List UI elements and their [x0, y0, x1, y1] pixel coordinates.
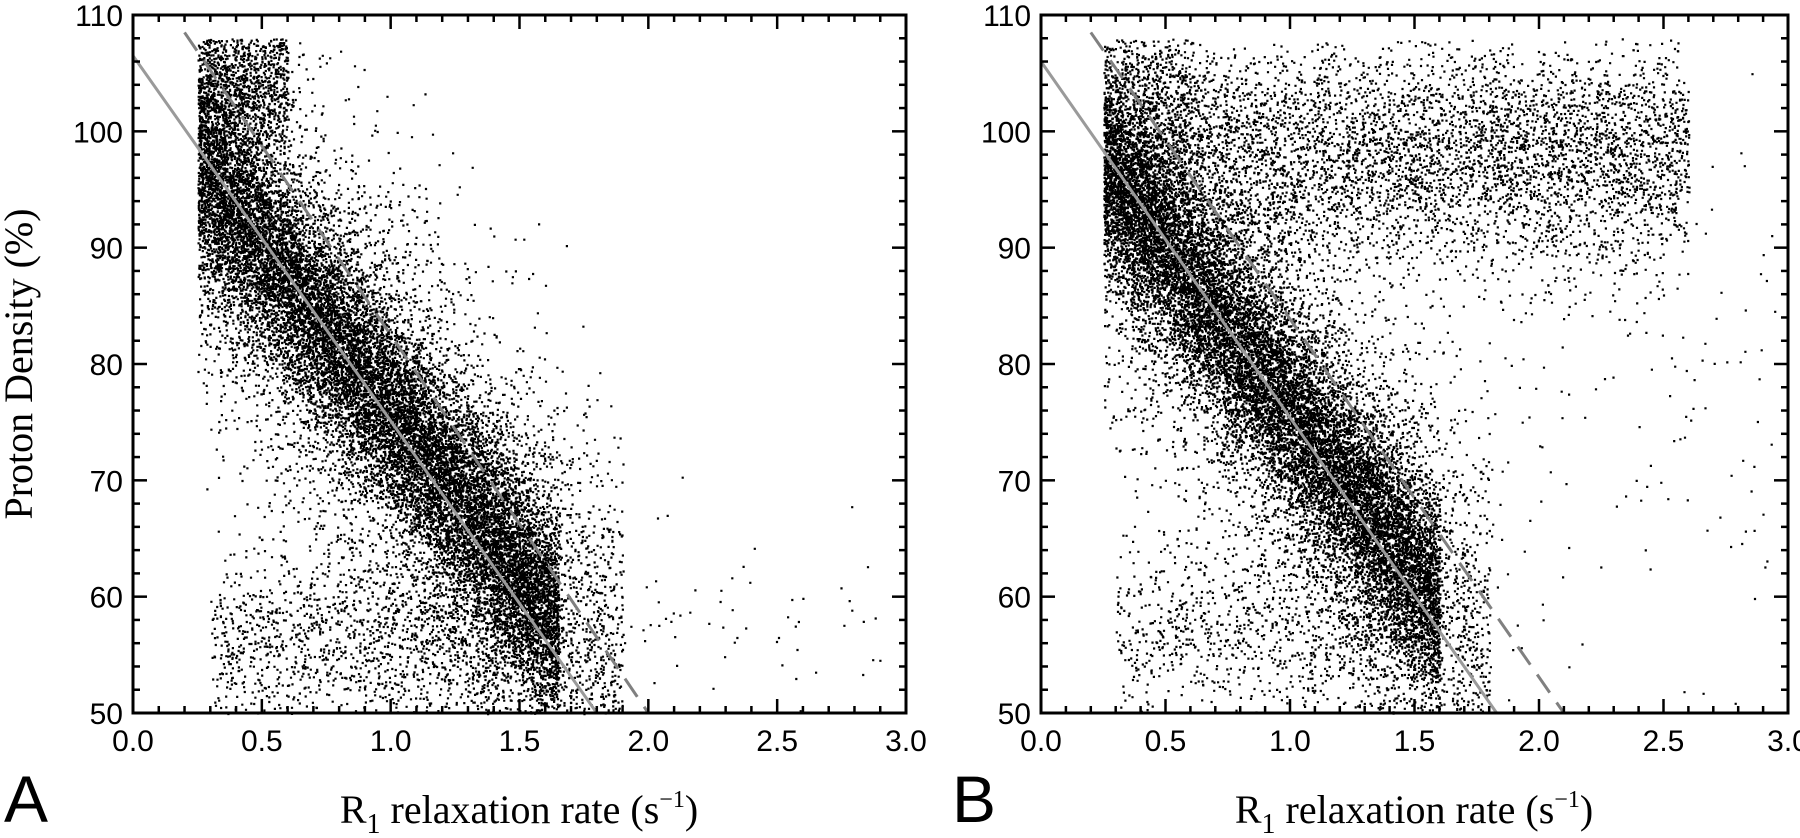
y-tick-label: 70: [90, 465, 123, 498]
panel-label-a: A: [4, 762, 48, 836]
ticks-a: [131, 13, 908, 715]
dashed-fit-line: [1089, 31, 1566, 714]
x-tick-label: 1.0: [370, 725, 412, 758]
panel-a: 0.0 0.5 1.0 1.5 2.0 2.5 3.0 50 60 70 80 90 100 110 P…: [0, 0, 927, 838]
x-tick-label: 2.5: [756, 725, 798, 758]
x-tick-label: 2.0: [627, 725, 669, 758]
dashed-fit-line: [183, 31, 650, 714]
y-tick-label: 50: [90, 698, 123, 731]
y-tick-label: 90: [90, 233, 123, 266]
y-tick-label: 110: [983, 0, 1031, 33]
fit-lines-a: [131, 31, 650, 714]
x-tick-labels-a: 0.0 0.5 1.0 1.5 2.0 2.5 3.0: [112, 725, 927, 758]
panel-label-b: B: [952, 762, 996, 836]
y-tick-label: 70: [998, 465, 1031, 498]
y-tick-label: 50: [998, 698, 1031, 731]
y-tick-label: 60: [90, 582, 123, 615]
solid-fit-line: [1039, 60, 1498, 714]
panel-b: 0.0 0.5 1.0 1.5 2.0 2.5 3.0 50 60 70 80 90 100 110 R…: [952, 0, 1800, 838]
x-tick-label: 2.0: [1518, 725, 1560, 758]
scatter-point-cloud: [197, 38, 882, 716]
x-tick-labels-b: 0.0 0.5 1.0 1.5 2.0 2.5 3.0: [1020, 725, 1800, 758]
x-tick-label: 0.5: [241, 725, 283, 758]
y-tick-label: 110: [75, 0, 123, 33]
x-tick-label: 1.0: [1269, 725, 1311, 758]
x-tick-label: 1.5: [499, 725, 541, 758]
y-tick-label: 80: [90, 349, 123, 382]
x-tick-label: 1.5: [1394, 725, 1436, 758]
y-tick-labels-a: 50 60 70 80 90 100 110: [73, 0, 123, 731]
solid-fit-line: [131, 54, 599, 714]
x-tick-label: 2.5: [1643, 725, 1685, 758]
x-tick-label: 0.5: [1145, 725, 1187, 758]
x-tick-label: 3.0: [885, 725, 927, 758]
x-tick-label: 3.0: [1767, 725, 1800, 758]
x-axis-title-b: R1 relaxation rate (s−1): [1235, 787, 1593, 838]
y-tick-labels-b: 50 60 70 80 90 100 110: [981, 0, 1031, 731]
x-tick-label: 0.0: [112, 725, 154, 758]
scatter-points-a: [197, 38, 882, 716]
y-axis-title-a: Proton Density (%): [0, 208, 41, 519]
y-tick-label: 100: [73, 116, 123, 149]
y-tick-label: 90: [998, 233, 1031, 266]
x-axis-title-a: R1 relaxation rate (s−1): [340, 787, 698, 838]
scatter-point-cloud: [1103, 38, 1777, 715]
fit-lines-b: [1039, 31, 1566, 714]
y-tick-label: 60: [998, 582, 1031, 615]
y-tick-label: 100: [981, 116, 1031, 149]
scatter-points-b: [1103, 38, 1777, 715]
ticks-b: [1039, 13, 1790, 715]
y-tick-label: 80: [998, 349, 1031, 382]
x-tick-label: 0.0: [1020, 725, 1062, 758]
